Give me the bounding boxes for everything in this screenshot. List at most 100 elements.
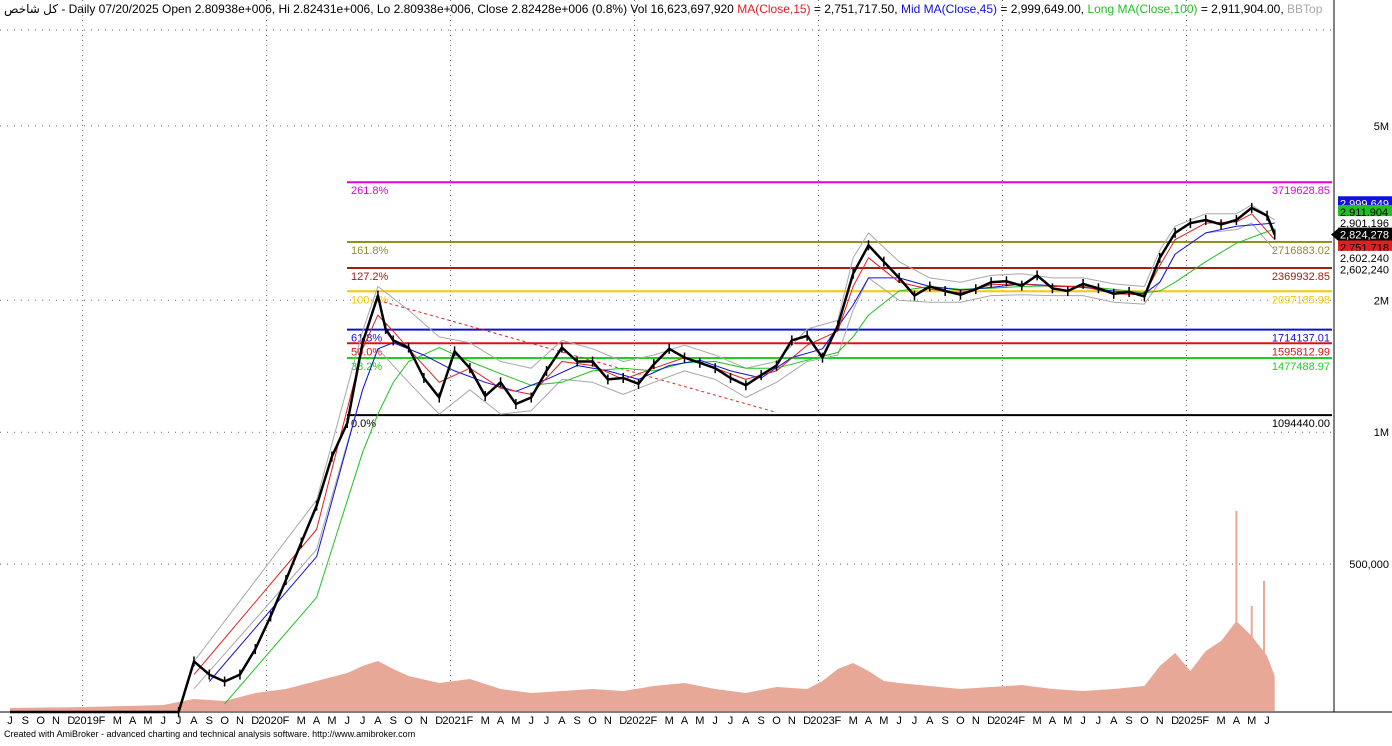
volume-area <box>10 621 1275 711</box>
x-tick-label: M <box>879 715 888 727</box>
x-tick-label: A <box>681 715 689 727</box>
x-tick-label: O <box>404 715 413 727</box>
x-tick-label: O <box>36 715 45 727</box>
volume-peak-bar <box>1262 581 1265 711</box>
x-tick-label: N <box>420 715 428 727</box>
x-tick-label: D <box>619 715 627 727</box>
fib-value-label: 1477488.97 <box>1272 361 1330 373</box>
volume-peak-bar <box>1235 511 1238 711</box>
y-tick-label: 500,000 <box>1349 559 1389 571</box>
x-tick-label: 2024 <box>994 715 1018 727</box>
x-tick-label: A <box>1110 715 1118 727</box>
x-tick-label: M <box>1247 715 1256 727</box>
x-tick-label: N <box>788 715 796 727</box>
ma-mid-value: = 2,999,649.00, <box>997 2 1085 16</box>
fib-value-label: 1595812.99 <box>1272 346 1330 358</box>
price-badge-bg <box>1338 262 1392 277</box>
fib-ratio-label: 50.0% <box>351 346 382 358</box>
fib-value-label: 1094440.00 <box>1272 418 1330 430</box>
x-tick-label: O <box>220 715 229 727</box>
x-tick-label: A <box>129 715 137 727</box>
x-tick-label: D <box>803 715 811 727</box>
symbol-name: کل شاخص <box>4 2 58 16</box>
x-tick-label: F <box>650 715 657 727</box>
x-tick-label: F <box>99 715 106 727</box>
ma-short-label: MA(Close,15) <box>737 2 811 16</box>
x-tick-label: F <box>467 715 474 727</box>
x-tick-label: N <box>236 715 244 727</box>
fib-ratio-label: 0.0% <box>351 418 376 430</box>
x-tick-label: A <box>865 715 873 727</box>
x-tick-label: A <box>497 715 505 727</box>
ma-short-value: = 2,751,717.50, <box>810 2 898 16</box>
x-tick-label: M <box>849 715 858 727</box>
fib-value-label: 2716883.02 <box>1272 245 1330 257</box>
price-badge-label: 2,824,278 <box>1340 230 1389 242</box>
price-badge-label: 2,602,240 <box>1340 265 1389 277</box>
price-badge-pointer <box>1331 228 1338 241</box>
x-tick-label: N <box>972 715 980 727</box>
ma-long-line <box>224 228 1275 705</box>
x-tick-label: J <box>544 715 550 727</box>
x-tick-label: F <box>1018 715 1025 727</box>
x-tick-label: A <box>374 715 382 727</box>
fib-value-label: 3719628.85 <box>1272 185 1330 197</box>
x-tick-label: A <box>1233 715 1241 727</box>
x-tick-label: S <box>574 715 581 727</box>
bbtop-label: BBTop <box>1287 2 1323 16</box>
chart-header: کل شاخص - Daily 07/20/2025 Open 2.80938e… <box>4 2 1322 16</box>
x-tick-label: F <box>834 715 841 727</box>
fib-ratio-label: 161.8% <box>351 245 389 257</box>
x-tick-label: M <box>1216 715 1225 727</box>
x-tick-label: J <box>728 715 734 727</box>
x-tick-label: S <box>390 715 397 727</box>
x-tick-label: J <box>345 715 351 727</box>
x-tick-label: J <box>528 715 534 727</box>
volume-peak-bar <box>1250 606 1253 711</box>
x-tick-label: 2022 <box>626 715 650 727</box>
x-tick-label: N <box>1156 715 1164 727</box>
fib-ratio-label: 127.2% <box>351 271 389 283</box>
price-badge-label: 2,602,240 <box>1340 253 1389 265</box>
x-tick-label: D <box>67 715 75 727</box>
footer-credit: Created with AmiBroker - advanced charti… <box>4 729 416 739</box>
x-tick-label: M <box>481 715 490 727</box>
x-tick-label: M <box>297 715 306 727</box>
x-tick-label: D <box>1171 715 1179 727</box>
x-tick-label: O <box>1140 715 1149 727</box>
y-tick-label: 2M <box>1374 295 1389 307</box>
x-tick-label: M <box>665 715 674 727</box>
x-tick-label: D <box>435 715 443 727</box>
x-tick-label: O <box>588 715 597 727</box>
x-tick-label: A <box>1049 715 1057 727</box>
x-tick-label: N <box>52 715 60 727</box>
fib-value-label: 1714137.01 <box>1272 333 1330 345</box>
x-tick-label: M <box>511 715 520 727</box>
x-tick-label: O <box>956 715 965 727</box>
x-tick-label: J <box>896 715 902 727</box>
x-tick-label: F <box>283 715 290 727</box>
x-tick-label: M <box>113 715 122 727</box>
bollinger-top-line <box>193 204 1275 662</box>
y-tick-label: 5M <box>1374 121 1389 133</box>
x-tick-label: M <box>695 715 704 727</box>
x-tick-label: D <box>251 715 259 727</box>
fib-ratio-label: 261.8% <box>351 185 389 197</box>
ma-mid-label: Mid MA(Close,45) <box>900 2 998 16</box>
x-tick-label: A <box>926 715 934 727</box>
x-tick-label: J <box>1264 715 1270 727</box>
x-tick-label: M <box>1033 715 1042 727</box>
x-tick-label: J <box>360 715 366 727</box>
ohlc-info: - Daily 07/20/2025 Open 2.80938e+006, Hi… <box>61 2 734 16</box>
price-badge-bg <box>1338 227 1392 242</box>
x-tick-label: A <box>742 715 750 727</box>
x-tick-label: 2025 <box>1178 715 1202 727</box>
ma-long-value: = 2,911,904.00, <box>1197 2 1284 16</box>
price-badge-label: 2,901,196 <box>1340 218 1389 230</box>
price-badge-bg <box>1338 216 1392 231</box>
x-tick-label: D <box>987 715 995 727</box>
fib-value-label: 2097185.98 <box>1272 294 1330 306</box>
x-tick-label: 2019 <box>74 715 98 727</box>
